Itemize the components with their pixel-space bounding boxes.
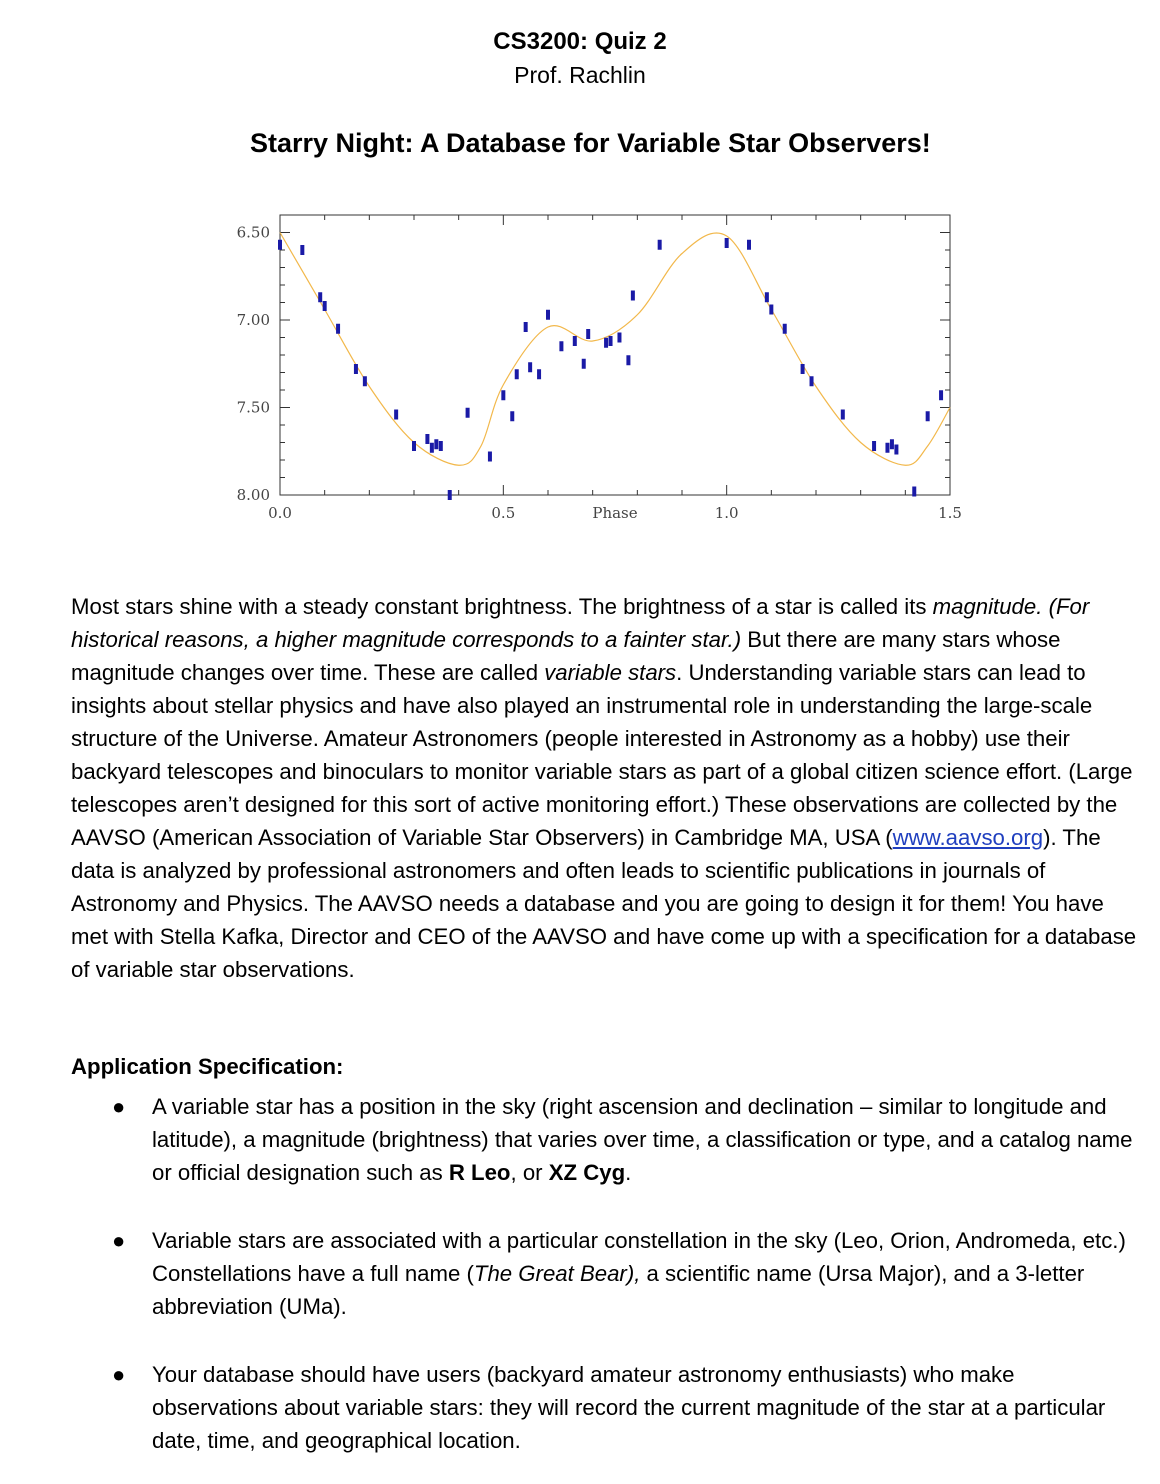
spec-item-users: Your database should have users (backyar… bbox=[152, 1358, 1137, 1457]
light-curve-chart: 0.0 0.5 1.0 1.5 6.50 7.00 7.50 8.00 Phase bbox=[237, 214, 962, 523]
designation-example-2: XZ Cyg bbox=[548, 1160, 626, 1185]
professor-name: Prof. Rachlin bbox=[514, 62, 646, 88]
intro-text-2: But there are many stars whose magnitude… bbox=[71, 627, 1061, 685]
spec-item-2-rest: a scientific name (Ursa Major), and a 3-… bbox=[152, 1261, 1085, 1319]
data-point bbox=[425, 434, 430, 444]
x-tick-label: 1.0 bbox=[715, 504, 739, 522]
data-point bbox=[278, 239, 282, 250]
data-point bbox=[429, 442, 434, 453]
fit-curve bbox=[279, 232, 951, 466]
chart-ticks bbox=[279, 214, 951, 496]
data-point bbox=[487, 451, 492, 462]
x-tick-label: 0.5 bbox=[491, 504, 515, 522]
spec-item-variable-star: A variable star has a position in the sk… bbox=[152, 1090, 1137, 1189]
data-point bbox=[318, 292, 323, 303]
spec-item-2-text: Variable stars are associated with a par… bbox=[152, 1228, 1126, 1286]
intro-variable-stars: variable stars bbox=[544, 660, 677, 685]
intro-text-4: ). The data is analyzed by professional … bbox=[71, 825, 1137, 982]
course-title: CS3200: Quiz 2 bbox=[493, 28, 667, 55]
data-point bbox=[412, 441, 416, 451]
data-point bbox=[546, 309, 550, 320]
data-point bbox=[465, 407, 470, 418]
spec-heading: Application Specification: bbox=[71, 1054, 344, 1079]
constellation-full-name-example: The Great Bear), bbox=[473, 1261, 641, 1286]
intro-magnitude-note: magnitude. (For historical reasons, a hi… bbox=[71, 594, 1090, 652]
bullet-marker: ● bbox=[112, 1362, 126, 1387]
data-point bbox=[447, 490, 452, 500]
data-point bbox=[724, 238, 729, 248]
data-point bbox=[769, 304, 774, 315]
data-point bbox=[889, 439, 894, 450]
data-point bbox=[747, 239, 751, 250]
bullet-marker: ● bbox=[112, 1228, 126, 1253]
data-point bbox=[523, 322, 528, 332]
data-point bbox=[537, 369, 542, 380]
aavso-link[interactable]: www.aavso.org bbox=[892, 825, 1044, 850]
data-point bbox=[800, 364, 805, 374]
data-point bbox=[586, 329, 591, 339]
x-axis-label: Phase bbox=[592, 504, 637, 522]
chart-frame bbox=[279, 214, 951, 496]
data-point bbox=[764, 292, 769, 303]
y-tick-label: 6.50 bbox=[237, 224, 270, 242]
intro-paragraph: Most stars shine with a steady constant … bbox=[71, 590, 1141, 986]
data-point bbox=[528, 362, 533, 373]
data-point bbox=[939, 390, 944, 401]
data-point bbox=[925, 411, 930, 422]
data-point bbox=[782, 323, 787, 334]
spec-item-1-text: A variable star has a position in the sk… bbox=[152, 1094, 1133, 1185]
page-title: Starry Night: A Database for Variable St… bbox=[250, 128, 931, 158]
data-point bbox=[501, 390, 506, 401]
data-point bbox=[581, 358, 586, 369]
data-point bbox=[438, 441, 443, 451]
data-point bbox=[657, 239, 662, 250]
data-point bbox=[336, 323, 341, 334]
y-tick-label: 7.00 bbox=[237, 311, 270, 329]
plot-frame bbox=[279, 214, 951, 496]
data-point bbox=[362, 376, 367, 387]
data-point bbox=[840, 409, 845, 420]
data-point bbox=[572, 336, 577, 346]
bullet-marker: ● bbox=[112, 1094, 126, 1119]
data-point bbox=[608, 336, 613, 346]
data-point bbox=[322, 301, 327, 311]
chart-tick-labels: 0.0 0.5 1.0 1.5 6.50 7.00 7.50 8.00 bbox=[237, 224, 962, 523]
data-point bbox=[434, 439, 439, 450]
data-point bbox=[559, 341, 564, 352]
data-point bbox=[872, 441, 877, 451]
data-point bbox=[809, 376, 814, 387]
data-point bbox=[353, 364, 358, 374]
data-points bbox=[278, 238, 944, 500]
data-point bbox=[604, 337, 609, 348]
intro-text-3: . Understanding variable stars can lead … bbox=[71, 660, 1133, 850]
data-point bbox=[394, 409, 399, 420]
x-tick-label: 0.0 bbox=[268, 504, 292, 522]
x-tick-label: 1.5 bbox=[938, 504, 962, 522]
y-tick-label: 7.50 bbox=[237, 399, 270, 417]
designation-example-1: R Leo bbox=[448, 1160, 511, 1185]
data-point bbox=[626, 355, 631, 366]
data-point bbox=[510, 411, 515, 422]
data-point bbox=[630, 290, 635, 301]
data-point bbox=[894, 444, 899, 455]
data-point bbox=[514, 369, 519, 380]
spec-item-1-mid: , or bbox=[510, 1160, 549, 1185]
spec-item-3-text: Your database should have users (backyar… bbox=[152, 1362, 1106, 1453]
spec-item-constellation: Variable stars are associated with a par… bbox=[152, 1224, 1137, 1323]
data-point bbox=[617, 332, 622, 343]
data-point bbox=[912, 486, 917, 497]
intro-text-1: Most stars shine with a steady constant … bbox=[71, 594, 933, 619]
data-point bbox=[885, 442, 890, 453]
data-point bbox=[300, 245, 305, 255]
spec-item-1-end: . bbox=[625, 1160, 632, 1185]
y-tick-label: 8.00 bbox=[237, 486, 270, 504]
